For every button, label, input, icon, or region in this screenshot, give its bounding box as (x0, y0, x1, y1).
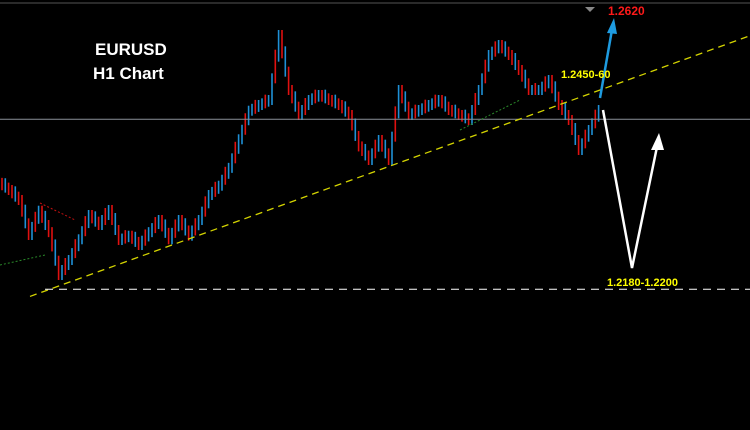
shift-marker-icon (585, 7, 595, 12)
target-label: 1.2620 (608, 4, 645, 18)
arrow-up-icon (607, 18, 617, 34)
minor-line (459, 99, 521, 131)
chart-subtitle: H1 Chart (93, 64, 164, 83)
chart-title: EURUSD (95, 40, 167, 59)
scenario-arrow (601, 109, 660, 269)
arrow-up-icon (651, 133, 664, 150)
trendline (29, 35, 750, 298)
target-arrow (598, 23, 615, 99)
minor-line (0, 254, 46, 266)
support-label: 1.2180-1.2200 (607, 277, 678, 289)
candles (1, 30, 600, 280)
minor-line (39, 202, 76, 221)
resistance-label: 1.2450-60 (561, 69, 611, 81)
